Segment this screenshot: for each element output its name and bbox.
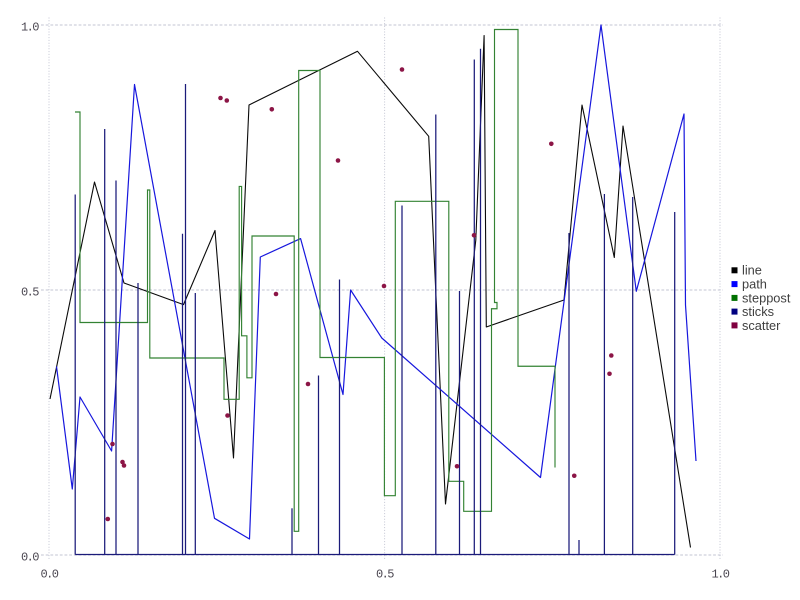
svg-text:0.0: 0.0 (21, 550, 39, 564)
svg-text:line: line (742, 263, 762, 278)
svg-text:sticks: sticks (742, 304, 774, 319)
svg-text:steppost: steppost (742, 290, 791, 305)
svg-text:path: path (742, 277, 767, 292)
svg-text:1.0: 1.0 (712, 568, 730, 582)
svg-text:1.0: 1.0 (21, 20, 39, 34)
svg-text:0.0: 0.0 (41, 568, 59, 582)
svg-text:0.5: 0.5 (376, 568, 394, 582)
svg-text:0.5: 0.5 (21, 285, 39, 299)
svg-text:scatter: scatter (742, 318, 781, 333)
